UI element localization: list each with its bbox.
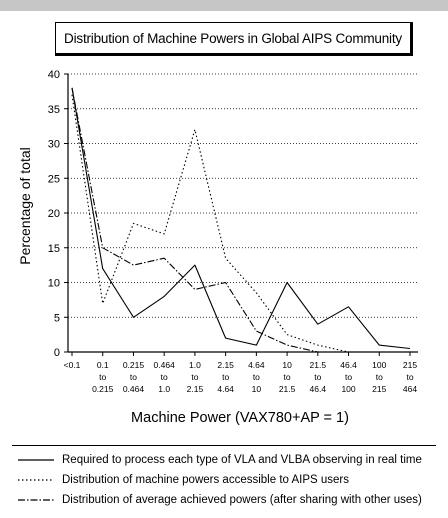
legend-label-required: Required to process each type of VLA and… <box>62 454 422 466</box>
x-tick-label: 46.4 to 100 <box>340 360 357 394</box>
x-tick-label-line: to <box>161 372 168 382</box>
x-tick-label-line: 2.15 <box>217 360 234 370</box>
y-tick-label: 5 <box>54 312 60 324</box>
x-tick-label-line: to <box>99 372 106 382</box>
x-tick-label-line: 0.215 <box>92 384 114 394</box>
y-tick-label: 25 <box>48 173 60 185</box>
x-tick-label-line: 10 <box>252 384 262 394</box>
x-tick-label-line: to <box>284 372 291 382</box>
x-tick-label-line: 2.15 <box>187 384 204 394</box>
x-tick-label: 215 to 464 <box>403 360 417 394</box>
x-tick-label-line: 0.1 <box>97 360 109 370</box>
x-tick-label: 0.1 to 0.215 <box>92 360 114 394</box>
x-tick-label: 10 to 21.5 <box>279 360 296 394</box>
x-tick-label-line: 1.0 <box>189 360 201 370</box>
x-tick-label-line: to <box>130 372 137 382</box>
chart-title: Distribution of Machine Powers in Global… <box>55 22 413 56</box>
x-tick-label-line: 0.215 <box>123 360 145 370</box>
legend-swatch-dotted <box>18 479 54 481</box>
y-tick-label: 15 <box>48 243 60 255</box>
x-tick-label-line: 46.4 <box>340 360 357 370</box>
y-tick-label: 35 <box>48 104 60 116</box>
x-tick-label-line: to <box>222 372 229 382</box>
legend-label-achieved: Distribution of average achieved powers … <box>62 494 422 506</box>
x-tick-label-line: 4.64 <box>248 360 265 370</box>
x-tick-label-line: 215 <box>403 360 417 370</box>
x-tick-label: 21.5 to 46.4 <box>310 360 327 394</box>
x-tick-label: <0.1 <box>64 360 81 370</box>
y-tick-label: 40 <box>48 69 60 81</box>
legend-item-achieved: Distribution of average achieved powers … <box>12 492 422 508</box>
x-tick-label-line: to <box>253 372 260 382</box>
x-tick-label-line: 10 <box>282 360 292 370</box>
x-tick-label: 4.64 to 10 <box>248 360 265 394</box>
x-tick-label-line: 4.64 <box>217 384 234 394</box>
series-line-dashdot <box>71 87 318 353</box>
x-tick-label-line: 215 <box>372 384 386 394</box>
x-tick-label-line: 100 <box>341 384 355 394</box>
x-tick-label-line: 100 <box>372 360 386 370</box>
x-tick-label-line: 464 <box>403 384 417 394</box>
x-axis-label: Machine Power (VAX780+AP = 1) <box>131 410 349 426</box>
y-tick-label: 0 <box>54 347 60 359</box>
x-tick-label: 100 to 215 <box>372 360 386 394</box>
x-tick-label-line: 21.5 <box>310 360 327 370</box>
x-tick-label-line: 1.0 <box>158 384 170 394</box>
legend-swatch-solid <box>18 459 54 461</box>
legend-label-accessible: Distribution of machine powers accessibl… <box>62 474 349 486</box>
x-tick-label: 1.0 to 2.15 <box>187 360 204 394</box>
x-tick-label-line: <0.1 <box>64 360 81 370</box>
legend-item-required: Required to process each type of VLA and… <box>12 452 422 468</box>
x-tick-label: 2.15 to 4.64 <box>217 360 234 394</box>
x-tick-label-line: 0.464 <box>154 360 176 370</box>
legend: Required to process each type of VLA and… <box>12 445 436 514</box>
x-tick-label-line: to <box>191 372 198 382</box>
legend-item-accessible: Distribution of machine powers accessibl… <box>12 472 349 488</box>
x-tick-label-line: to <box>345 372 352 382</box>
x-tick-label-line: to <box>406 372 413 382</box>
x-tick-label-line: 0.464 <box>123 384 145 394</box>
y-tick-label: 10 <box>48 278 60 290</box>
y-tick-label: 20 <box>48 208 60 220</box>
x-tick-label-line: to <box>314 372 321 382</box>
y-tick-label: 30 <box>48 139 60 151</box>
top-band <box>0 0 448 11</box>
legend-swatch-dashdot <box>18 499 54 501</box>
series-line-solid <box>71 87 411 350</box>
y-axis-label: Percentage of total <box>17 147 33 265</box>
series-line-dotted <box>71 94 349 353</box>
x-tick-label: 0.464 to 1.0 <box>154 360 176 394</box>
x-tick-label-line: 46.4 <box>310 384 327 394</box>
x-tick-label: 0.215 to 0.464 <box>123 360 145 394</box>
x-tick-label-line: 21.5 <box>279 384 296 394</box>
x-tick-label-line: to <box>376 372 383 382</box>
